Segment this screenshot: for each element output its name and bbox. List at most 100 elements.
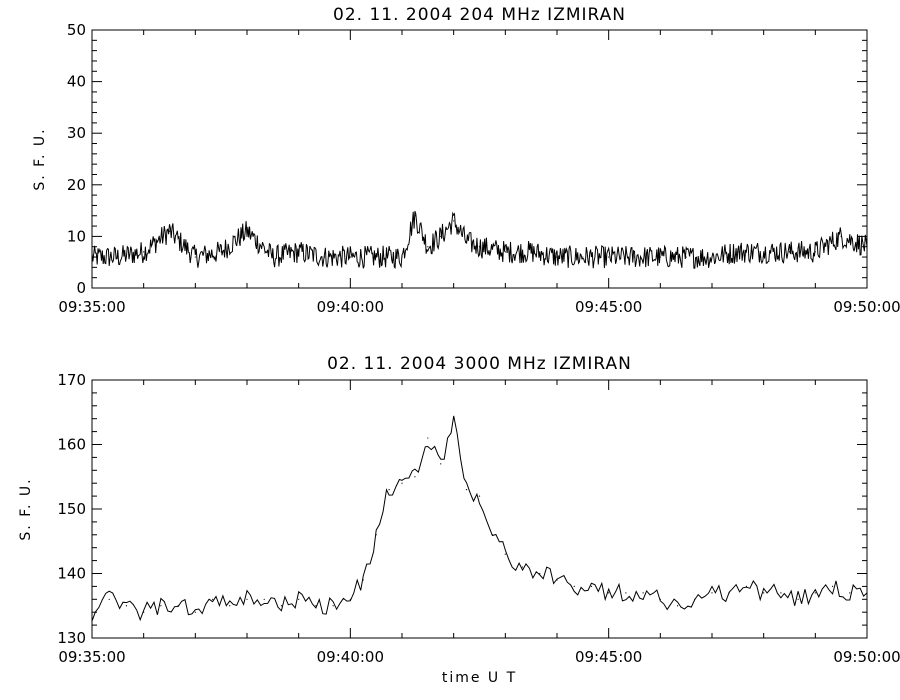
data-point xyxy=(728,592,730,594)
data-point xyxy=(478,495,481,497)
y-tick-label: 170 xyxy=(57,371,86,389)
data-point xyxy=(362,579,364,581)
data-point xyxy=(866,246,868,248)
data-point xyxy=(530,251,532,253)
data-point xyxy=(143,251,145,253)
data-point xyxy=(582,256,584,258)
data-point xyxy=(194,256,196,258)
data-point xyxy=(414,476,416,478)
data-point xyxy=(504,251,506,253)
data-point xyxy=(556,256,558,258)
data-point xyxy=(608,256,610,258)
data-point xyxy=(840,235,842,237)
data-point xyxy=(194,611,196,613)
y-tick-label: 30 xyxy=(67,124,86,142)
data-point xyxy=(521,566,524,568)
data-point xyxy=(642,592,644,594)
data-point xyxy=(117,256,119,258)
data-point xyxy=(220,251,222,253)
data-point xyxy=(246,230,248,232)
data-point xyxy=(143,611,145,613)
data-point xyxy=(108,598,110,600)
data-point xyxy=(177,605,179,607)
data-point xyxy=(453,418,455,420)
series-line xyxy=(91,415,868,622)
data-point xyxy=(676,605,679,607)
x-tick-label: 09:50:00 xyxy=(833,298,900,316)
x-tick-label: 09:35:00 xyxy=(58,298,125,316)
data-point xyxy=(465,489,468,491)
data-point xyxy=(556,579,558,581)
x-axis-label: time U T xyxy=(442,670,517,686)
data-point xyxy=(280,605,283,607)
data-point xyxy=(440,235,442,237)
data-point xyxy=(633,256,636,258)
data-point xyxy=(659,256,661,258)
data-point xyxy=(694,598,696,600)
data-point xyxy=(711,592,713,594)
y-tick-label: 140 xyxy=(57,565,86,583)
x-tick-label: 09:45:00 xyxy=(575,298,642,316)
data-point xyxy=(263,598,265,600)
chart-panel-1: 02. 11. 2004 204 MHz IZMIRAN 0 10 20 30 40 50 0… xyxy=(32,5,900,316)
data-point xyxy=(491,534,494,536)
y-tick-label: 50 xyxy=(67,21,86,39)
data-point xyxy=(763,592,765,594)
data-point xyxy=(211,598,214,600)
data-point xyxy=(323,256,326,258)
plot-frame xyxy=(91,379,868,639)
x-tick-label: 09:40:00 xyxy=(317,648,384,666)
x-tick-label: 09:50:00 xyxy=(833,648,900,666)
data-point xyxy=(375,256,377,258)
data-point xyxy=(375,534,377,536)
data-point xyxy=(349,256,351,258)
data-point xyxy=(414,215,416,217)
data-point xyxy=(427,246,429,248)
data-point xyxy=(539,572,541,575)
data-point xyxy=(573,585,575,588)
data-point xyxy=(831,585,834,588)
data-point xyxy=(797,598,799,600)
data-point xyxy=(685,256,687,258)
data-point xyxy=(737,251,739,253)
data-point xyxy=(465,240,468,243)
data-point xyxy=(849,592,851,594)
y-tick-label: 150 xyxy=(57,500,86,518)
data-point xyxy=(763,251,765,253)
plot-frame xyxy=(91,29,868,289)
data-point xyxy=(168,230,171,232)
data-point xyxy=(298,598,300,600)
chart-title: 02. 11. 2004 3000 MHz IZMIRAN xyxy=(327,354,632,374)
x-tick-label: 09:45:00 xyxy=(575,648,642,666)
data-point xyxy=(388,489,390,491)
y-tick-label: 40 xyxy=(67,73,86,91)
y-axis-label: S. F. U. xyxy=(32,127,48,190)
data-point xyxy=(427,437,429,439)
data-point xyxy=(272,256,274,258)
data-point xyxy=(788,251,791,253)
data-point xyxy=(91,256,93,258)
y-tick-label: 130 xyxy=(57,629,86,647)
data-point xyxy=(814,251,816,253)
data-point xyxy=(160,605,162,607)
y-tick-label: 10 xyxy=(67,227,86,245)
data-point xyxy=(608,592,610,594)
chart-panel-2: 02. 11. 2004 3000 MHz IZMIRAN 130 140 150 16… xyxy=(18,354,900,686)
data-point xyxy=(659,598,661,600)
data-point xyxy=(332,605,334,607)
x-tick-label: 09:35:00 xyxy=(58,648,125,666)
y-tick-label: 0 xyxy=(76,279,86,297)
data-point xyxy=(315,605,317,607)
data-point xyxy=(711,256,713,258)
y-axis-label: S. F. U. xyxy=(18,477,34,540)
data-point xyxy=(440,463,442,465)
data-point xyxy=(453,220,455,222)
data-point xyxy=(504,553,506,555)
y-tick-label: 160 xyxy=(57,436,86,454)
data-point xyxy=(478,246,481,248)
data-point xyxy=(590,585,593,588)
data-point xyxy=(298,251,300,253)
data-point xyxy=(401,482,403,484)
data-point xyxy=(745,585,748,588)
